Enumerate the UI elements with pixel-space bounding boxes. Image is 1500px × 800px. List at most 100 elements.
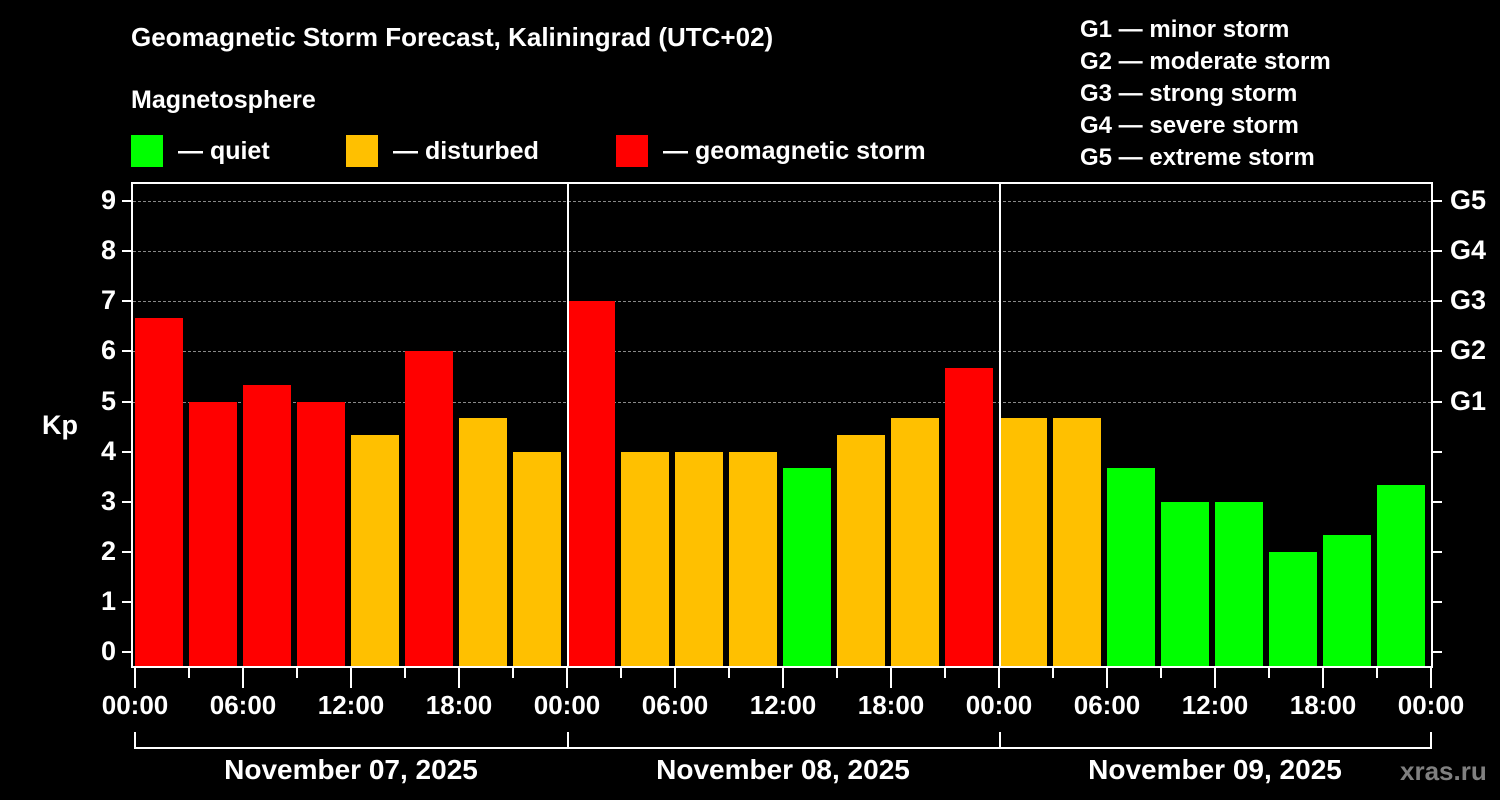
x-tick [296,668,298,678]
x-tick [728,668,730,678]
right-tick [1433,651,1442,653]
kp-bar [297,401,345,666]
y-tick [122,450,131,453]
x-tick-label: 00:00 [533,690,601,720]
y-tick [122,400,131,403]
g-level-label: G5 [1450,185,1487,216]
g-level-label: G1 [1450,385,1487,416]
kp-bar [189,401,237,666]
kp-bar [1107,468,1155,666]
kp-bar [513,451,561,666]
kp-bar [1053,418,1101,666]
legend-label: — geomagnetic storm [663,136,926,165]
x-tick [674,668,676,688]
plot-frame [131,182,1433,668]
x-tick [1214,668,1216,688]
kp-bar [1215,501,1263,666]
g-scale-item: G2 — moderate storm [1080,48,1331,75]
gridline [133,351,1431,353]
g-level-label: G2 [1450,335,1487,366]
kp-bar [405,351,453,666]
x-tick-label: 12:00 [749,690,817,720]
x-tick [350,668,352,688]
right-tick [1433,250,1442,253]
kp-bar [621,451,669,666]
kp-bar [675,451,723,666]
x-tick-label: 06:00 [1073,690,1141,720]
x-tick [1160,668,1162,678]
right-tick [1433,450,1442,453]
x-tick [1268,668,1270,678]
x-tick [1052,668,1054,678]
watermark: xras.ru [1400,756,1487,786]
y-tick-label: 8 [100,235,116,266]
y-tick [122,200,131,203]
kp-bar [945,367,993,666]
x-tick-label: 06:00 [641,690,709,720]
right-tick [1433,400,1442,403]
x-tick [998,668,1000,688]
y-tick [122,350,131,353]
x-tick [134,668,136,688]
x-tick [782,668,784,688]
day-label: November 08, 2025 [656,754,910,785]
day-bracket-line [134,747,1432,749]
y-tick-label: 0 [100,636,116,666]
x-tick [1376,668,1378,678]
g-scale-legend: G1 — minor storm G2 — moderate storm G3 … [1080,14,1331,174]
gridline [133,251,1431,253]
legend-label: — quiet [178,136,270,165]
g-level-label: G4 [1450,235,1487,266]
x-tick-label: 00:00 [101,690,169,720]
legend-item-quiet: — quiet [131,134,270,168]
right-tick [1433,600,1442,603]
kp-bar [729,451,777,666]
kp-bar [1269,551,1317,666]
y-tick [122,600,131,603]
kp-bar [243,384,291,666]
x-tick [944,668,946,678]
day-separator [999,182,1001,668]
gridline [133,201,1431,203]
x-tick-label: 18:00 [857,690,925,720]
x-tick-label: 06:00 [209,690,277,720]
kp-bar [837,435,885,666]
x-tick [566,668,568,688]
g-level-label: G3 [1450,285,1487,316]
x-tick [890,668,892,688]
day-bracket-tick [999,732,1001,749]
x-tick-label: 00:00 [1397,690,1465,720]
kp-bar [891,418,939,666]
day-label: November 09, 2025 [1088,754,1342,785]
day-bracket-tick [1430,732,1432,749]
y-tick-label: 9 [100,185,116,216]
g-scale-item: G4 — severe storm [1080,112,1299,139]
gridline [133,401,1431,403]
chart-title: Geomagnetic Storm Forecast, Kaliningrad … [131,22,774,52]
x-tick [404,668,406,678]
x-tick [458,668,460,688]
y-axis-label: Kp [42,410,78,440]
x-tick-label: 00:00 [965,690,1033,720]
y-tick-label: 5 [100,385,116,416]
legend-item-disturbed: — disturbed [346,134,539,168]
x-tick [512,668,514,678]
x-tick [242,668,244,688]
quiet-swatch-icon [131,135,163,167]
day-label: November 07, 2025 [224,754,478,785]
kp-bar [999,418,1047,666]
legend-title: Magnetosphere [131,86,316,114]
day-bracket-tick [567,732,569,749]
y-tick-label: 3 [100,485,116,516]
kp-bar [567,301,615,666]
right-tick [1433,300,1442,303]
right-tick [1433,200,1442,203]
g-scale-item: G5 — extreme storm [1080,144,1315,171]
day-bracket-tick [134,732,136,749]
x-tick [1430,668,1432,688]
x-tick [1106,668,1108,688]
right-tick [1433,550,1442,553]
x-tick-label: 18:00 [1289,690,1357,720]
x-tick [1322,668,1324,688]
legend-label: — disturbed [393,136,539,165]
